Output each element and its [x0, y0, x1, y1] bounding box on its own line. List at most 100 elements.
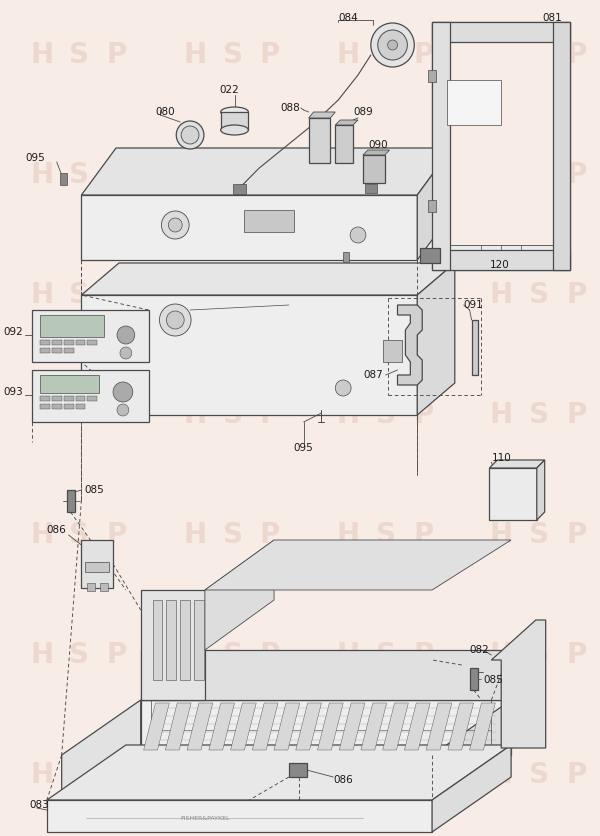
Bar	[233, 184, 247, 194]
Text: S: S	[529, 641, 549, 669]
Polygon shape	[274, 703, 300, 750]
Text: H: H	[490, 41, 513, 69]
Text: S: S	[223, 41, 242, 69]
Text: 084: 084	[338, 13, 358, 23]
Bar	[60, 173, 67, 185]
Text: S: S	[223, 161, 242, 189]
Polygon shape	[490, 460, 545, 468]
Polygon shape	[166, 703, 191, 750]
Polygon shape	[335, 120, 358, 125]
Text: 085: 085	[85, 485, 104, 495]
Text: H: H	[31, 41, 53, 69]
Polygon shape	[417, 263, 455, 415]
Bar	[335, 125, 353, 163]
Bar	[152, 600, 163, 680]
Polygon shape	[82, 195, 417, 260]
Bar	[365, 184, 377, 193]
Bar	[40, 404, 50, 409]
Text: P: P	[566, 41, 586, 69]
Polygon shape	[205, 540, 511, 590]
Circle shape	[117, 326, 135, 344]
Text: P: P	[566, 641, 586, 669]
Polygon shape	[432, 700, 511, 805]
Polygon shape	[209, 703, 235, 750]
Circle shape	[113, 382, 133, 402]
Text: H: H	[337, 521, 359, 549]
Polygon shape	[448, 703, 473, 750]
Text: P: P	[107, 761, 127, 789]
Bar	[428, 200, 436, 212]
Polygon shape	[470, 703, 495, 750]
Text: S: S	[70, 41, 89, 69]
Circle shape	[161, 211, 189, 239]
Polygon shape	[82, 148, 452, 195]
Text: H: H	[184, 761, 206, 789]
Bar	[363, 155, 385, 183]
Text: P: P	[260, 281, 280, 309]
Text: P: P	[260, 161, 280, 189]
Text: P: P	[566, 281, 586, 309]
Text: S: S	[223, 401, 242, 429]
Polygon shape	[432, 22, 571, 270]
Bar	[420, 248, 440, 263]
Text: 095: 095	[294, 443, 314, 453]
Text: S: S	[529, 161, 549, 189]
Polygon shape	[140, 590, 205, 700]
Text: H: H	[337, 281, 359, 309]
Text: H: H	[31, 641, 53, 669]
Polygon shape	[317, 703, 343, 750]
Text: H: H	[490, 521, 513, 549]
Text: H: H	[337, 401, 359, 429]
Text: P: P	[260, 521, 280, 549]
Polygon shape	[143, 703, 169, 750]
Text: H: H	[31, 161, 53, 189]
Text: 086: 086	[47, 525, 67, 535]
Text: P: P	[413, 521, 433, 549]
Bar	[52, 404, 62, 409]
Polygon shape	[140, 700, 511, 755]
Text: P: P	[566, 161, 586, 189]
Text: S: S	[529, 521, 549, 549]
Polygon shape	[62, 755, 432, 805]
Text: S: S	[529, 761, 549, 789]
Circle shape	[166, 311, 184, 329]
Text: P: P	[107, 521, 127, 549]
Polygon shape	[537, 460, 545, 520]
Text: S: S	[376, 761, 395, 789]
Text: 085: 085	[484, 675, 503, 685]
Bar	[32, 310, 149, 362]
Text: P: P	[107, 41, 127, 69]
Text: P: P	[260, 641, 280, 669]
Bar	[383, 340, 403, 362]
Text: 086: 086	[334, 775, 353, 785]
Text: H: H	[337, 161, 359, 189]
Text: P: P	[107, 281, 127, 309]
Text: H: H	[337, 641, 359, 669]
Text: P: P	[260, 41, 280, 69]
Text: H: H	[490, 161, 513, 189]
Text: S: S	[223, 521, 242, 549]
Polygon shape	[404, 703, 430, 750]
Polygon shape	[432, 745, 511, 832]
Bar	[490, 468, 537, 520]
Bar	[40, 348, 50, 353]
Circle shape	[169, 218, 182, 232]
Text: H: H	[184, 521, 206, 549]
Polygon shape	[187, 703, 213, 750]
Bar	[244, 210, 294, 232]
Polygon shape	[447, 38, 556, 245]
Polygon shape	[82, 263, 455, 295]
Bar	[166, 600, 176, 680]
Polygon shape	[253, 703, 278, 750]
Text: H: H	[31, 281, 53, 309]
Bar	[76, 396, 85, 401]
Text: S: S	[70, 281, 89, 309]
Text: P: P	[260, 401, 280, 429]
Bar	[472, 320, 478, 375]
Polygon shape	[491, 620, 545, 748]
Text: S: S	[529, 41, 549, 69]
Polygon shape	[47, 800, 432, 832]
Text: H: H	[490, 761, 513, 789]
Bar	[88, 396, 97, 401]
Text: 110: 110	[491, 453, 511, 463]
